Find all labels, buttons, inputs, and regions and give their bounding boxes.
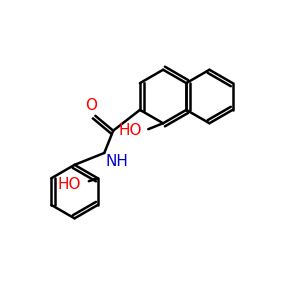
Text: HO: HO — [119, 123, 142, 138]
Text: HO: HO — [58, 177, 81, 192]
Text: NH: NH — [106, 154, 129, 169]
Text: O: O — [85, 98, 97, 113]
